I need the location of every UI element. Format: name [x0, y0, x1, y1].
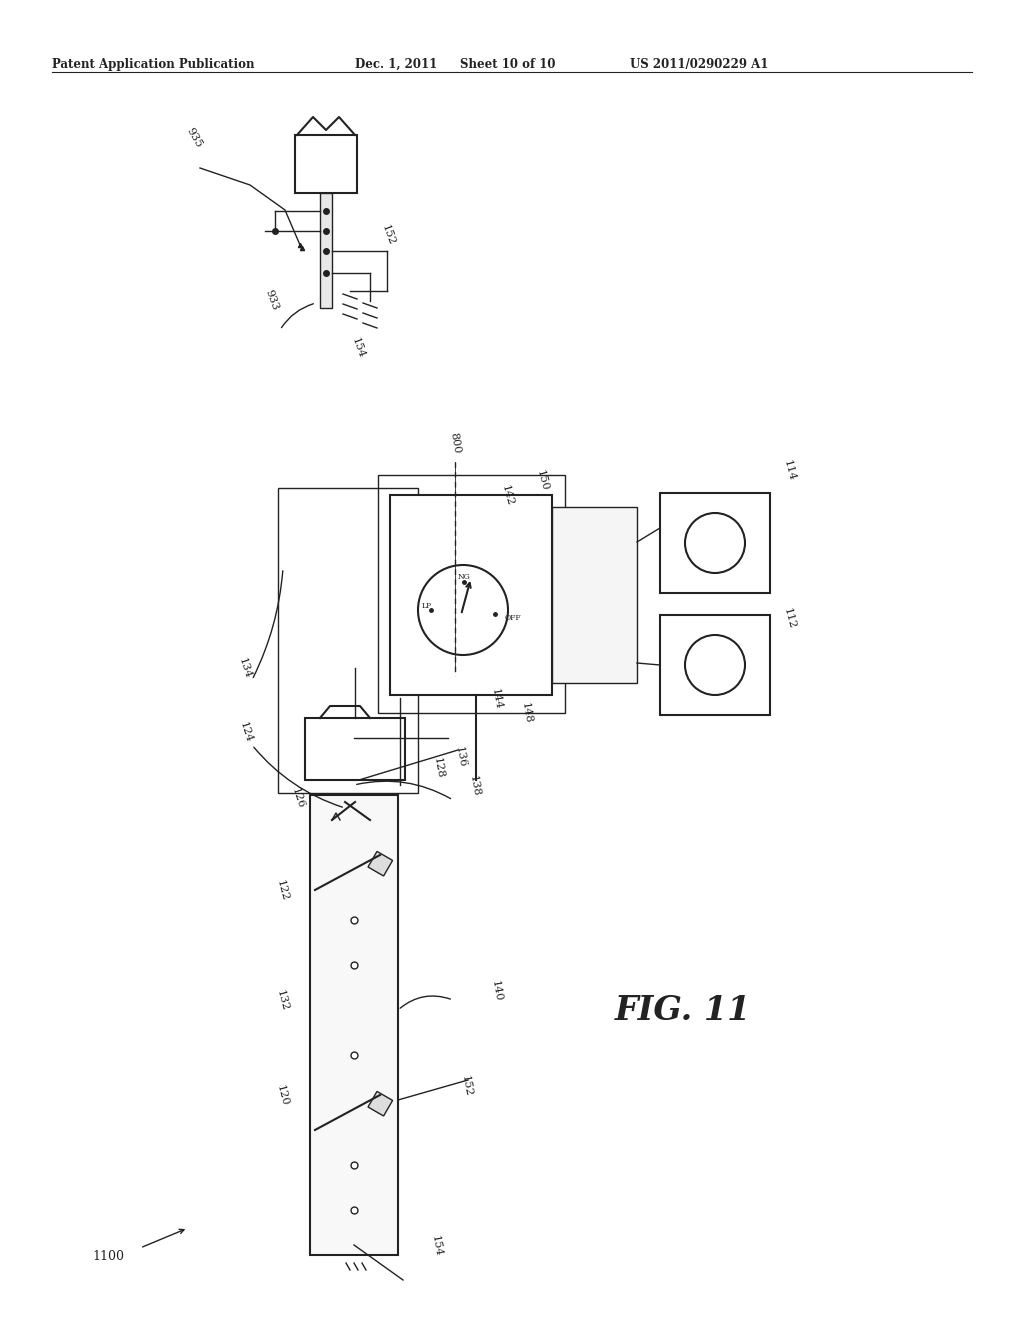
Bar	[310, 795, 398, 1255]
Bar	[368, 1092, 392, 1115]
Text: 148: 148	[520, 701, 534, 723]
Text: 132: 132	[275, 989, 290, 1012]
Text: 138: 138	[468, 775, 481, 797]
Text: 124: 124	[238, 721, 254, 744]
Bar	[390, 495, 552, 696]
Text: Patent Application Publication: Patent Application Publication	[52, 58, 255, 71]
Text: 136: 136	[454, 746, 468, 768]
Text: FIG. 11: FIG. 11	[615, 994, 752, 1027]
Text: 154: 154	[430, 1234, 443, 1257]
Text: 128: 128	[432, 756, 445, 779]
Text: Sheet 10 of 10: Sheet 10 of 10	[460, 58, 555, 71]
Text: 933: 933	[263, 289, 280, 312]
Bar	[552, 507, 637, 682]
Text: 1100: 1100	[92, 1250, 124, 1263]
Text: OFF: OFF	[505, 614, 521, 622]
Text: 935: 935	[185, 127, 205, 150]
Text: 122: 122	[275, 879, 290, 902]
Bar	[305, 718, 406, 780]
Text: 126: 126	[290, 787, 306, 810]
Bar	[368, 851, 392, 876]
Text: 800: 800	[449, 432, 462, 454]
Bar	[660, 615, 770, 715]
Text: Dec. 1, 2011: Dec. 1, 2011	[355, 58, 437, 71]
Text: 134: 134	[237, 656, 253, 680]
Bar	[278, 488, 418, 793]
Text: 152: 152	[460, 1074, 473, 1097]
Text: NG: NG	[458, 573, 470, 581]
Text: 112: 112	[782, 607, 798, 630]
Text: 140: 140	[490, 979, 504, 1002]
Text: 120: 120	[275, 1084, 290, 1107]
Text: 152: 152	[380, 223, 396, 247]
Text: LP: LP	[422, 602, 432, 610]
Text: 154: 154	[350, 337, 367, 360]
Text: 144: 144	[490, 688, 504, 710]
Text: 114: 114	[782, 459, 798, 482]
Bar	[295, 135, 357, 193]
Bar	[378, 475, 565, 713]
Bar	[319, 193, 332, 308]
Text: 142: 142	[500, 483, 515, 507]
Bar	[660, 492, 770, 593]
Text: 150: 150	[535, 469, 550, 492]
Text: US 2011/0290229 A1: US 2011/0290229 A1	[630, 58, 768, 71]
